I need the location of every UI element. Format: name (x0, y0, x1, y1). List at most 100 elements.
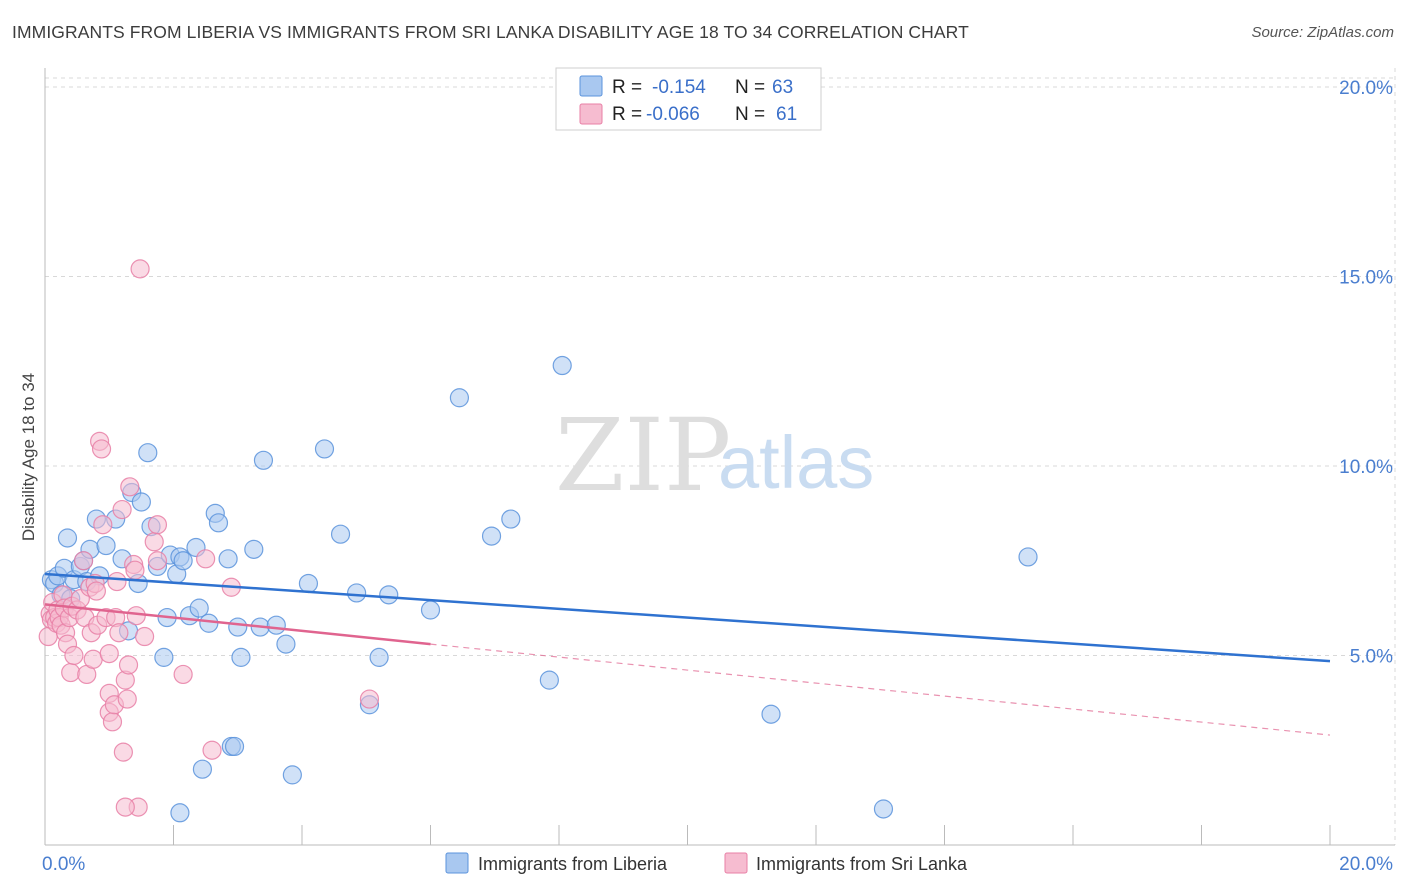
y-tick-label-1: 10.0% (1339, 457, 1393, 478)
legend-n-value-srilanka: 61 (776, 104, 797, 125)
watermark-zip: ZIP (555, 397, 731, 514)
point-liberia-33 (192, 759, 213, 779)
point-liberia-20 (131, 492, 151, 512)
point-srilanka-43 (117, 689, 137, 709)
y-tick-label-0: 5.0% (1350, 646, 1393, 667)
point-liberia-41 (231, 647, 251, 667)
point-liberia-24 (154, 647, 174, 667)
source-credit: Source: ZipAtlas.com (1251, 24, 1394, 41)
legend-n-value-liberia: 63 (772, 77, 793, 98)
legend-n-label-liberia: N = (735, 77, 765, 98)
point-liberia-49 (314, 439, 335, 459)
chart-title: IMMIGRANTS FROM LIBERIA VS IMMIGRANTS FR… (12, 22, 969, 42)
point-srilanka-19 (73, 551, 94, 571)
watermark-atlas: atlas (718, 421, 874, 504)
point-liberia-34 (199, 613, 219, 633)
y-tick-label-2: 15.0% (1339, 267, 1393, 288)
point-srilanka-47 (125, 560, 145, 580)
point-liberia-60 (552, 355, 572, 376)
point-liberia-55 (420, 600, 441, 620)
legend-r-value-liberia: -0.154 (652, 77, 706, 98)
point-liberia-64 (170, 803, 190, 823)
legend-r-label-srilanka: R = (612, 104, 642, 125)
point-srilanka-52 (144, 532, 164, 552)
point-srilanka-38 (107, 571, 127, 592)
point-liberia-39 (224, 736, 245, 757)
series-srilanka-points (38, 259, 380, 817)
point-srilanka-35 (102, 712, 123, 732)
y-tick-labels: 5.0% 10.0% 15.0% 20.0% (1339, 78, 1393, 668)
y-tick-label-3: 20.0% (1339, 78, 1393, 99)
point-liberia-48 (298, 573, 319, 594)
x-tick-label-1: 20.0% (1339, 854, 1393, 875)
point-srilanka-26 (86, 581, 107, 601)
point-liberia-62 (873, 799, 894, 819)
point-srilanka-24 (83, 649, 103, 669)
trend-line-liberia (44, 572, 1331, 663)
trend-lines (44, 572, 1331, 736)
legend-r-value-srilanka: -0.066 (646, 104, 700, 125)
point-srilanka-51 (134, 626, 155, 647)
watermark: ZIP atlas (555, 397, 874, 514)
series-legend: Immigrants from Liberia Immigrants from … (445, 852, 968, 874)
point-liberia-53 (369, 647, 389, 667)
legend-n-label-srilanka: N = (735, 104, 765, 125)
point-liberia-54 (379, 585, 399, 605)
point-liberia-21 (138, 443, 158, 463)
point-liberia-51 (347, 583, 367, 603)
point-srilanka-60 (115, 797, 135, 817)
point-srilanka-55 (173, 664, 193, 685)
point-liberia-32 (189, 598, 209, 618)
point-liberia-40 (228, 617, 248, 637)
series-liberia-points (41, 355, 1038, 823)
point-srilanka-48 (126, 606, 146, 626)
y-axis-label: Disability Age 18 to 34 (19, 373, 38, 541)
point-liberia-56 (449, 388, 470, 408)
x-tick-label-0: 0.0% (42, 854, 85, 875)
trend-line-srilanka-extension (430, 643, 1331, 736)
point-srilanka-29 (91, 439, 112, 459)
axes (44, 68, 1395, 846)
point-srilanka-53 (147, 515, 168, 535)
point-liberia-59 (539, 670, 559, 690)
point-srilanka-41 (113, 742, 133, 762)
point-liberia-61 (761, 704, 781, 724)
point-liberia-44 (253, 450, 274, 470)
point-liberia-46 (276, 634, 296, 654)
point-liberia-37 (218, 549, 238, 569)
point-srilanka-40 (112, 499, 132, 520)
point-liberia-14 (96, 535, 116, 556)
point-srilanka-56 (196, 549, 216, 569)
bottom-legend-swatch-liberia (445, 852, 469, 874)
trend-line-srilanka (44, 603, 431, 646)
point-srilanka-57 (202, 740, 222, 760)
point-liberia-57 (481, 526, 502, 546)
legend-swatch-srilanka (579, 103, 603, 125)
point-liberia-50 (330, 524, 351, 544)
point-liberia-42 (244, 539, 264, 559)
point-liberia-47 (282, 765, 302, 785)
point-srilanka-44 (118, 655, 139, 675)
point-srilanka-30 (93, 515, 113, 535)
bottom-legend-swatch-srilanka (724, 852, 748, 874)
stats-legend: R = -0.154 N = 63 R = -0.066 N = 61 (555, 67, 822, 131)
point-liberia-5 (57, 528, 78, 548)
point-liberia-63 (1018, 547, 1038, 567)
point-srilanka-59 (359, 689, 380, 709)
point-srilanka-54 (147, 551, 168, 571)
point-liberia-36 (208, 513, 229, 533)
point-liberia-45 (266, 615, 286, 635)
bottom-legend-label-srilanka: Immigrants from Sri Lanka (756, 854, 968, 874)
point-srilanka-50 (130, 259, 150, 279)
point-srilanka-32 (99, 643, 119, 664)
bottom-legend-label-liberia: Immigrants from Liberia (478, 854, 668, 874)
legend-swatch-liberia (579, 75, 603, 97)
point-srilanka-16 (64, 645, 84, 666)
point-srilanka-45 (120, 477, 140, 497)
x-tick-labels: 0.0% 20.0% (42, 854, 1393, 875)
point-liberia-58 (501, 509, 521, 529)
point-srilanka-39 (109, 623, 129, 643)
point-srilanka-14 (61, 662, 81, 683)
point-liberia-29 (173, 551, 193, 571)
